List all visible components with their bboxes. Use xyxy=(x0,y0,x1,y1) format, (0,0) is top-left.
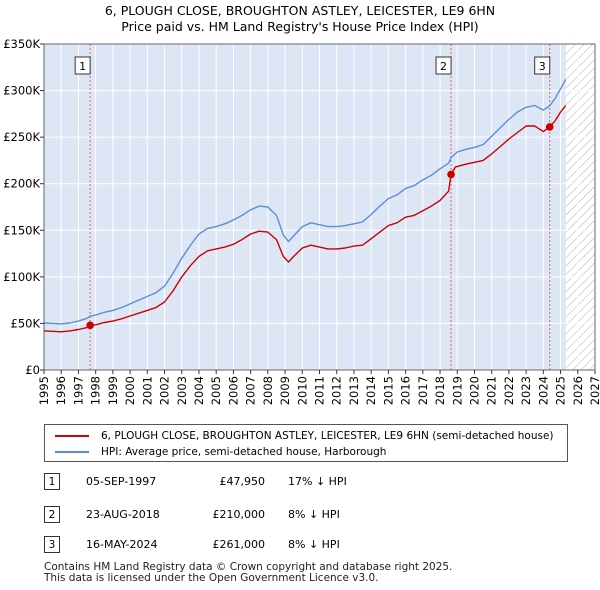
y-tick-label: £200K xyxy=(3,177,40,191)
sale-label-text: 1 xyxy=(79,60,86,73)
legend-label-hpi: HPI: Average price, semi-detached house,… xyxy=(101,446,387,458)
x-tick-label: 2015 xyxy=(381,376,395,405)
sale-point xyxy=(447,170,455,179)
y-tick-label: £100K xyxy=(3,270,40,284)
x-tick-label: 2012 xyxy=(330,376,344,405)
legend-swatch-property xyxy=(55,435,89,437)
x-tick-label: 2021 xyxy=(485,376,499,405)
legend-item-property: 6, PLOUGH CLOSE, BROUGHTON ASTLEY, LEICE… xyxy=(55,428,554,444)
x-tick-label: 2027 xyxy=(588,376,600,405)
transaction-price: £210,000 xyxy=(212,508,266,521)
transaction-date: 23-AUG-2018 xyxy=(86,508,160,521)
x-tick-label: 2011 xyxy=(313,376,327,405)
x-tick-label: 2010 xyxy=(295,376,309,405)
y-tick-label: £150K xyxy=(3,223,40,237)
transaction-date: 16-MAY-2024 xyxy=(86,538,158,551)
x-tick-label: 2001 xyxy=(140,376,154,405)
x-tick-label: 2000 xyxy=(123,376,137,405)
x-tick-label: 2023 xyxy=(519,376,533,405)
legend-swatch-hpi xyxy=(55,451,89,453)
y-tick-label: £350K xyxy=(3,37,40,51)
transaction-hpi-diff: 17% ↓ HPI xyxy=(288,475,347,488)
sale-label-box: 3 xyxy=(534,56,551,75)
transaction-date: 05-SEP-1997 xyxy=(86,475,157,488)
transaction-row: 3 16-MAY-2024 £261,000 8% ↓ HPI xyxy=(0,535,600,555)
transaction-price: £47,950 xyxy=(219,475,266,488)
sale-label-text: 3 xyxy=(539,60,546,73)
x-tick-label: 2006 xyxy=(226,376,240,405)
transaction-row: 2 23-AUG-2018 £210,000 8% ↓ HPI xyxy=(0,505,600,525)
y-tick-label: £250K xyxy=(3,130,40,144)
x-tick-label: 2004 xyxy=(192,376,206,405)
x-tick-label: 2016 xyxy=(399,376,413,405)
sale-label-box: 2 xyxy=(435,56,452,75)
x-tick-label: 2017 xyxy=(416,376,430,405)
x-tick-label: 2005 xyxy=(209,376,223,405)
x-tick-label: 1996 xyxy=(54,376,68,405)
legend-item-hpi: HPI: Average price, semi-detached house,… xyxy=(55,444,386,460)
x-tick-label: 2003 xyxy=(175,376,189,405)
x-tick-label: 2013 xyxy=(347,376,361,405)
sale-point xyxy=(545,123,554,131)
y-tick-label: £300K xyxy=(3,84,40,98)
transaction-number: 2 xyxy=(44,506,60,523)
x-tick-label: 2018 xyxy=(433,376,447,405)
transaction-price: £261,000 xyxy=(212,538,266,551)
footer-licence: This data is licensed under the Open Gov… xyxy=(44,572,379,584)
x-tick-label: 1999 xyxy=(106,376,120,405)
forecast-hatch-area xyxy=(565,44,595,370)
x-tick-label: 2002 xyxy=(158,376,172,405)
x-tick-label: 1995 xyxy=(37,376,51,405)
x-tick-label: 1998 xyxy=(89,376,103,405)
sale-label-frame xyxy=(534,56,551,75)
price-chart: 1 2 3 £0 £50K £100K £150K £200K £250K £300K £350K 1… xyxy=(3,37,600,405)
y-tick-label: £50K xyxy=(11,316,41,330)
sale-label-frame xyxy=(74,56,91,75)
series-line-hpi xyxy=(43,79,567,325)
x-tick-label: 2007 xyxy=(244,376,258,405)
transaction-number: 3 xyxy=(44,536,60,553)
sale-label-frame xyxy=(435,56,452,75)
chart-title-line2: Price paid vs. HM Land Registry's House … xyxy=(121,19,479,34)
x-tick-label: 2026 xyxy=(571,376,585,405)
transaction-row: 1 05-SEP-1997 £47,950 17% ↓ HPI xyxy=(0,472,600,492)
x-tick-label: 2008 xyxy=(261,376,275,405)
x-tick-label: 2019 xyxy=(450,376,464,405)
transaction-hpi-diff: 8% ↓ HPI xyxy=(288,508,340,521)
transaction-hpi-diff: 8% ↓ HPI xyxy=(288,538,340,551)
sale-point xyxy=(86,321,94,330)
x-tick-label: 2020 xyxy=(467,376,481,405)
sale-label-box: 1 xyxy=(74,56,91,75)
sale-label-text: 2 xyxy=(440,60,447,73)
x-tick-label: 1997 xyxy=(71,376,85,405)
x-tick-label: 2025 xyxy=(554,376,568,405)
x-tick-label: 2022 xyxy=(502,376,516,405)
chart-title-line1: 6, PLOUGH CLOSE, BROUGHTON ASTLEY, LEICE… xyxy=(104,3,496,18)
series-line-property xyxy=(43,105,567,333)
x-tick-label: 2024 xyxy=(536,376,550,405)
x-tick-label: 2009 xyxy=(278,376,292,405)
legend-label-property: 6, PLOUGH CLOSE, BROUGHTON ASTLEY, LEICE… xyxy=(101,430,554,442)
x-tick-label: 2014 xyxy=(364,376,378,405)
transaction-number: 1 xyxy=(44,473,60,490)
y-tick-label: £0 xyxy=(25,363,40,377)
footer-copyright: Contains HM Land Registry data © Crown c… xyxy=(44,561,453,573)
legend: 6, PLOUGH CLOSE, BROUGHTON ASTLEY, LEICE… xyxy=(44,424,568,462)
